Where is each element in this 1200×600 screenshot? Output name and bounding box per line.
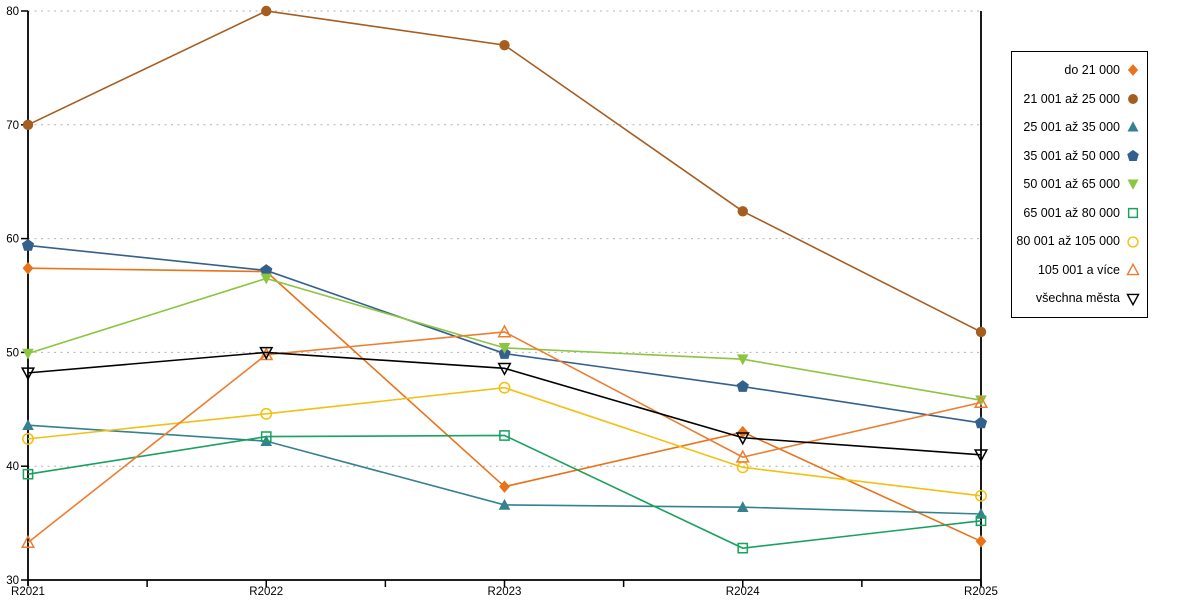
- circle-icon: [499, 39, 510, 51]
- triangle-down-icon: [736, 354, 749, 366]
- triangle-up-icon: [22, 419, 34, 431]
- circle-icon: [22, 432, 34, 445]
- circle-icon: [260, 407, 273, 420]
- legend-label: 21 001 až 25 000: [1023, 91, 1120, 106]
- triangle-up-icon: [973, 394, 989, 409]
- circle-icon: [261, 5, 272, 17]
- circle-icon: [975, 489, 987, 502]
- legend-label: 80 001 až 105 000: [1016, 234, 1120, 249]
- legend-marker: [1126, 262, 1140, 276]
- legend-item: 25 001 až 35 000: [1012, 119, 1147, 135]
- legend-item: 65 001 až 80 000: [1012, 205, 1147, 221]
- triangle-up-icon: [1127, 121, 1139, 132]
- circle-icon: [1127, 235, 1139, 248]
- legend-marker: [1126, 293, 1140, 306]
- pentagon-icon: [1127, 149, 1139, 161]
- legend: do 21 000 21 001 až 25 000 25 001 až 35 00…: [1011, 51, 1148, 318]
- square-icon: [737, 542, 749, 554]
- legend-marker: [1127, 149, 1139, 161]
- circle-icon: [1128, 93, 1138, 104]
- y-axis-label: 80: [6, 6, 19, 18]
- series-line: [27, 351, 982, 456]
- square-icon: [975, 515, 987, 527]
- triangle-down-icon: [22, 348, 34, 360]
- legend-marker: [1127, 121, 1139, 132]
- square-icon: [499, 430, 510, 441]
- x-axis-label: R2022: [249, 586, 283, 598]
- triangle-up-icon: [497, 324, 512, 338]
- legend-item: 50 001 až 65 000: [1012, 176, 1147, 192]
- pentagon-icon: [736, 380, 749, 392]
- legend-item: 21 001 až 25 000: [1012, 91, 1147, 107]
- series-line: [27, 10, 982, 333]
- triangle-down-icon: [497, 362, 512, 376]
- triangle-down-icon: [498, 343, 511, 354]
- triangle-down-icon: [1126, 293, 1140, 306]
- legend-marker: [1128, 93, 1138, 104]
- legend-label: 50 001 až 65 000: [1023, 177, 1120, 192]
- y-axis-label: 30: [6, 575, 19, 587]
- triangle-up-icon: [736, 501, 749, 512]
- triangle-down-icon: [973, 449, 989, 463]
- diamond-icon: [22, 261, 34, 275]
- y-axis-label: 50: [6, 347, 19, 359]
- diamond-icon: [737, 425, 749, 439]
- triangle-down-icon: [735, 432, 750, 446]
- triangle-up-icon: [735, 449, 750, 463]
- triangle-up-icon: [1126, 262, 1140, 276]
- legend-label: 25 001 až 35 000: [1023, 120, 1120, 135]
- x-axis-label: R2023: [488, 586, 522, 598]
- diamond-icon: [499, 480, 510, 493]
- y-axis-label: 40: [6, 461, 19, 473]
- triangle-down-icon: [20, 367, 36, 381]
- legend-label: všechna města: [1035, 291, 1120, 306]
- legend-label: do 21 000: [1064, 63, 1120, 78]
- legend-item: 105 001 a více: [1012, 262, 1147, 278]
- series-line: [27, 434, 982, 549]
- legend-label: 35 001 až 50 000: [1023, 148, 1120, 163]
- legend-item: všechna města: [1012, 291, 1147, 307]
- square-icon: [1127, 207, 1139, 219]
- triangle-up-icon: [498, 498, 511, 510]
- pentagon-icon: [260, 264, 273, 276]
- circle-icon: [22, 119, 34, 130]
- x-axis-label: R2025: [964, 586, 998, 598]
- x-axis-label: R2021: [11, 586, 45, 598]
- triangle-up-icon: [20, 534, 36, 548]
- legend-item: 80 001 až 105 000: [1012, 234, 1147, 250]
- circle-icon: [498, 381, 511, 394]
- legend-marker: [1127, 235, 1139, 248]
- diamond-icon: [975, 535, 987, 548]
- legend-item: do 21 000: [1012, 62, 1147, 78]
- legend-marker: [1127, 64, 1139, 77]
- series-line: [27, 386, 982, 497]
- triangle-down-icon: [259, 346, 274, 360]
- series-line: [27, 331, 982, 544]
- legend-label: 65 001 až 80 000: [1023, 205, 1120, 220]
- legend-label: 105 001 a více: [1037, 262, 1120, 277]
- pentagon-icon: [974, 416, 988, 429]
- triangle-down-icon: [1127, 179, 1139, 191]
- x-axis-label: R2024: [726, 586, 760, 598]
- y-axis-label: 70: [6, 120, 19, 132]
- legend-marker: [1127, 207, 1139, 219]
- triangle-down-icon: [975, 395, 987, 407]
- square-icon: [260, 431, 272, 442]
- legend-item: 35 001 až 50 000: [1012, 148, 1147, 164]
- circle-icon: [737, 206, 748, 217]
- square-icon: [22, 468, 34, 480]
- triangle-down-icon: [260, 273, 273, 285]
- pentagon-icon: [21, 239, 35, 251]
- diamond-icon: [1127, 64, 1139, 77]
- series-line: [27, 244, 982, 424]
- circle-icon: [975, 326, 987, 338]
- legend-marker: [1127, 179, 1139, 191]
- y-axis-label: 60: [6, 234, 19, 246]
